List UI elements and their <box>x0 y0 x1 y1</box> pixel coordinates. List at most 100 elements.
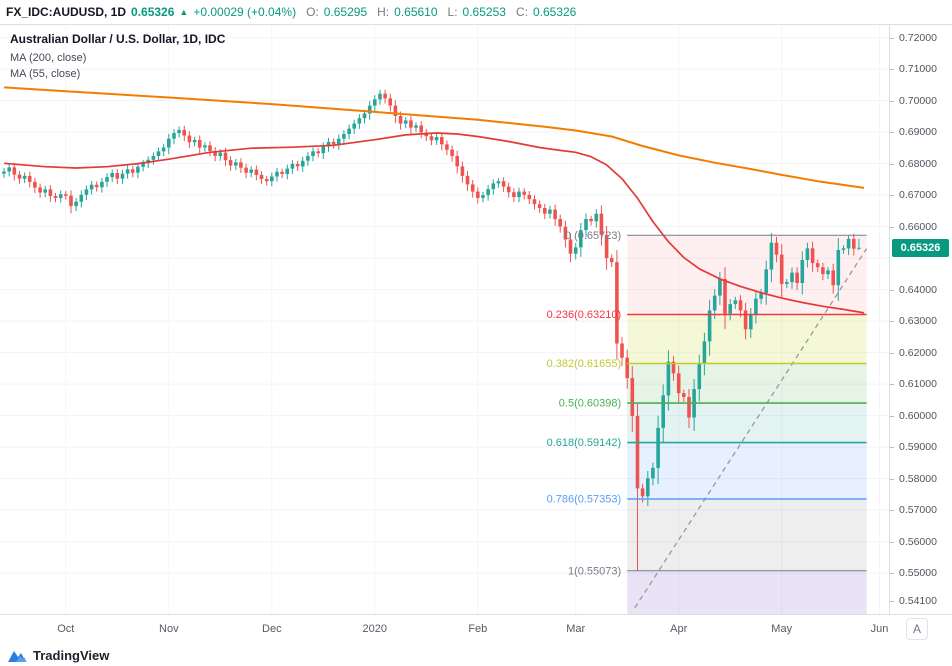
fib-level-label: 0.5(0.60398) <box>559 398 621 410</box>
chart-pane[interactable]: 0 (0.65723) 0.236(0.63210) 0.382(0.61655) 0… <box>0 25 889 615</box>
candle-body <box>532 199 537 205</box>
candle-body <box>89 184 94 190</box>
candle-body <box>64 194 68 196</box>
last-price-badge: 0.65326 <box>892 238 949 257</box>
candle-body <box>573 247 578 254</box>
candle-body <box>548 209 552 214</box>
fib-band <box>627 570 867 614</box>
price-axis-label: 0.60000 <box>890 409 937 422</box>
candle-body <box>836 249 841 286</box>
auto-scale-button[interactable]: A <box>906 618 928 640</box>
candle-body <box>640 488 645 497</box>
legend-symbol-title[interactable]: Australian Dollar / U.S. Dollar, 1D, IDC <box>10 32 226 46</box>
candle-body <box>831 270 835 286</box>
candle-body <box>712 295 717 311</box>
footer-bar: TradingView <box>0 644 952 666</box>
candle-body <box>455 156 459 167</box>
fib-retracement-lines[interactable]: 0 (0.65723) 0.236(0.63210) 0.382(0.61655) 0… <box>547 230 867 578</box>
candle-body <box>594 213 599 222</box>
price-axis-label: 0.68000 <box>890 157 937 170</box>
candle-body <box>321 146 326 154</box>
candle-body <box>177 129 181 134</box>
candle-body <box>759 293 763 299</box>
fib-level-label: 0 (0.65723) <box>565 230 621 242</box>
price-axis-label: 0.58000 <box>890 472 937 485</box>
candle-body <box>383 93 387 99</box>
fib-level-label: 0.236(0.63210) <box>547 309 622 321</box>
tradingview-logo-icon[interactable] <box>7 648 27 663</box>
candle-body <box>331 141 336 145</box>
candle-body <box>125 169 130 174</box>
price-axis-label: 0.66000 <box>890 220 937 233</box>
candle-body <box>151 156 156 160</box>
price-axis[interactable]: 0.65326 0.72000 0.71000 0.70000 0.69000 0.68… <box>889 25 952 614</box>
candle-body <box>213 151 217 156</box>
candle-body <box>17 174 22 179</box>
time-axis-label: Feb <box>468 623 488 635</box>
candle-body <box>228 160 233 166</box>
price-axis-label: 0.59000 <box>890 441 937 454</box>
price-axis-label: 0.62000 <box>890 346 937 359</box>
candle-body <box>53 196 58 198</box>
candle-body <box>743 310 748 330</box>
candle-body <box>584 219 588 230</box>
last-price: 0.65326 <box>131 5 175 19</box>
candle-body <box>774 242 779 255</box>
symbol-name[interactable]: FX_IDC:AUDUSD, 1D <box>6 5 127 19</box>
ma-55-line[interactable] <box>3 132 865 314</box>
ma-200-line[interactable] <box>3 86 865 189</box>
candle-body <box>852 238 856 249</box>
candle-body <box>671 361 676 374</box>
legend-ma-200[interactable]: MA (200, close) <box>10 52 87 64</box>
time-axis-label: Mar <box>566 623 586 635</box>
price-axis-label: 0.61000 <box>890 378 937 391</box>
candle-body <box>316 151 320 154</box>
candle-body <box>795 272 799 283</box>
tradingview-brand-text[interactable]: TradingView <box>33 647 110 663</box>
candle-body <box>74 201 78 207</box>
legend-ma-55[interactable]: MA (55, close) <box>10 68 81 80</box>
candle-body <box>749 314 753 330</box>
candle-body <box>398 116 403 124</box>
time-axis[interactable]: A Oct Nov Dec 2020 Feb Mar Apr May Jun <box>0 614 952 644</box>
candle-body <box>120 173 125 179</box>
candle-body <box>234 162 238 166</box>
candle-body <box>785 282 789 284</box>
candle-body <box>115 173 120 179</box>
chart-canvas[interactable]: 0 (0.65723) 0.236(0.63210) 0.382(0.61655) 0… <box>0 25 889 615</box>
candle-body <box>470 184 475 192</box>
candle-body <box>58 194 63 198</box>
candle-body <box>738 300 743 311</box>
moving-average-lines[interactable] <box>3 86 865 314</box>
candle-body <box>48 189 53 196</box>
fib-level-label: 0.786(0.57353) <box>547 494 622 506</box>
candle-body <box>846 238 851 249</box>
candle-body <box>2 171 6 174</box>
candle-body <box>651 467 655 479</box>
candle-body <box>445 144 449 150</box>
candle-body <box>275 171 279 177</box>
candle-body <box>666 361 671 396</box>
candle-body <box>342 134 346 139</box>
candle-body <box>136 166 140 173</box>
chart-area: 0 (0.65723) 0.236(0.63210) 0.382(0.61655) 0… <box>0 24 952 615</box>
candle-body <box>378 93 382 100</box>
candle-body <box>527 194 532 200</box>
candle-body <box>779 254 784 284</box>
candle-body <box>476 191 480 198</box>
candle-body <box>723 278 727 314</box>
candle-body <box>635 415 640 489</box>
candle-body <box>94 184 99 188</box>
candle-body <box>409 120 413 128</box>
candle-body <box>244 167 248 173</box>
candle-body <box>465 175 470 185</box>
candle-body <box>264 179 269 182</box>
candle-body <box>69 195 73 207</box>
candle-body <box>290 163 295 169</box>
price-axis-label: 0.70000 <box>890 94 937 107</box>
candle-body <box>486 189 490 196</box>
price-axis-label: 0.69000 <box>890 126 937 139</box>
candle-body <box>12 167 17 175</box>
candle-body <box>203 145 207 148</box>
open-value: 0.65295 <box>323 5 368 19</box>
